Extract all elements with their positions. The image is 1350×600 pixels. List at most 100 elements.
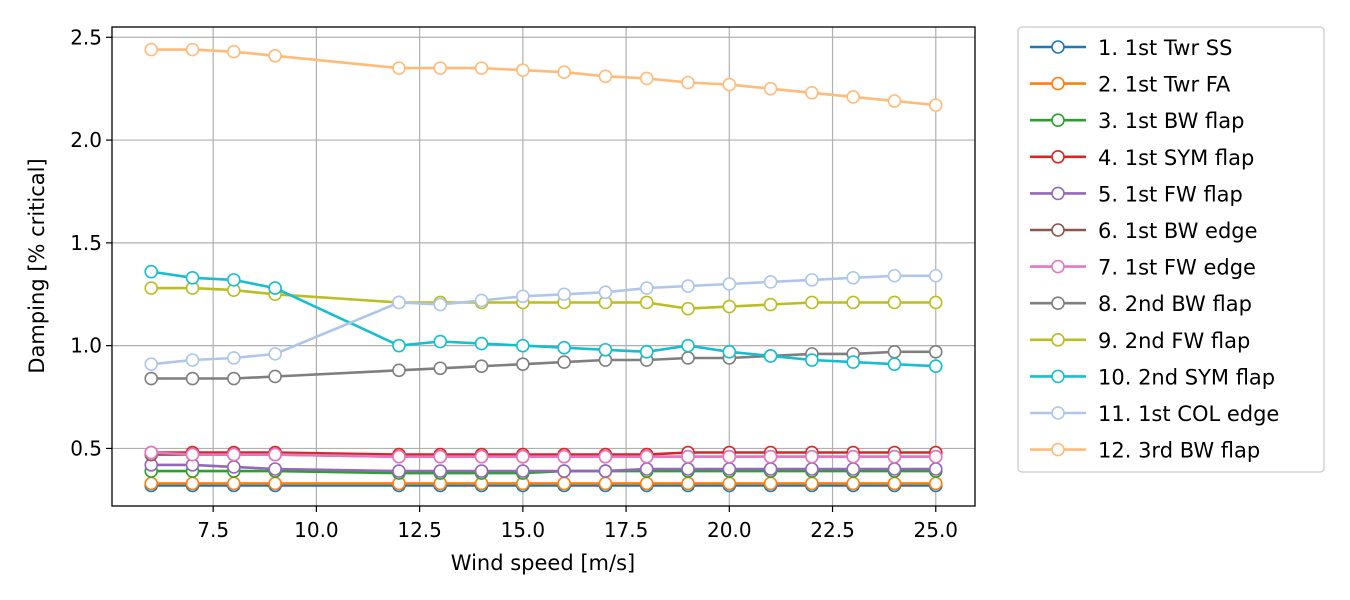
data-point bbox=[928, 345, 943, 359]
data-point bbox=[763, 297, 778, 312]
data-point bbox=[887, 476, 902, 491]
data-point bbox=[392, 449, 406, 464]
series-1 bbox=[144, 478, 943, 493]
legend-frame bbox=[1017, 26, 1325, 473]
data-point bbox=[392, 363, 406, 378]
data-point bbox=[433, 361, 448, 376]
data-point bbox=[516, 338, 530, 353]
data-point bbox=[681, 476, 695, 491]
data-point bbox=[763, 81, 778, 96]
legend-marker bbox=[1051, 259, 1065, 274]
legend-label: 2. 1st Twr FA bbox=[1098, 73, 1231, 97]
legend-item: 8. 2nd BW flap bbox=[1030, 292, 1252, 316]
data-point bbox=[474, 449, 489, 464]
data-point bbox=[433, 297, 448, 312]
data-point bbox=[144, 357, 159, 371]
legend-label: 7. 1st FW edge bbox=[1098, 256, 1256, 280]
data-point bbox=[681, 351, 695, 365]
legend-marker bbox=[1051, 442, 1065, 457]
data-point bbox=[805, 476, 819, 491]
legend-item: 7. 1st FW edge bbox=[1030, 256, 1256, 280]
legend-item: 2. 1st Twr FA bbox=[1030, 73, 1231, 97]
series-12 bbox=[144, 42, 943, 112]
data-point bbox=[474, 336, 489, 351]
legend-marker bbox=[1051, 406, 1065, 420]
data-point bbox=[805, 85, 819, 100]
data-point bbox=[928, 476, 943, 491]
y-axis-ticks: 0.5 1.0 1.5 2.0 2.5 bbox=[70, 25, 112, 460]
data-point bbox=[846, 295, 860, 310]
series-8 bbox=[144, 345, 943, 386]
data-point bbox=[805, 449, 819, 464]
data-point bbox=[639, 449, 654, 464]
data-point bbox=[392, 295, 406, 310]
grid-lines bbox=[112, 27, 975, 506]
data-point bbox=[887, 449, 902, 464]
series-line bbox=[151, 286, 936, 310]
legend-label: 6. 1st BW edge bbox=[1098, 219, 1258, 243]
data-point bbox=[763, 462, 778, 476]
data-point bbox=[598, 285, 613, 299]
data-point bbox=[433, 464, 448, 478]
x-axis-ticks: 7.5 10.0 12.5 15.0 17.5 20.0 22.5 25.0 bbox=[197, 506, 958, 542]
x-tick-label: 15.0 bbox=[501, 518, 546, 542]
legend-item: 3. 1st BW flap bbox=[1030, 109, 1244, 133]
data-point bbox=[227, 460, 241, 474]
legend-item: 9. 2nd FW flap bbox=[1030, 329, 1250, 353]
data-point bbox=[681, 279, 695, 293]
data-point bbox=[557, 449, 571, 464]
x-tick-label: 10.0 bbox=[294, 518, 339, 542]
data-point bbox=[433, 61, 448, 75]
series-10 bbox=[144, 264, 943, 374]
y-tick-label: 1.0 bbox=[70, 334, 102, 358]
data-point bbox=[722, 299, 737, 314]
data-point bbox=[227, 44, 241, 59]
data-point bbox=[639, 462, 654, 476]
data-point bbox=[598, 342, 613, 357]
data-point bbox=[846, 90, 860, 104]
data-point bbox=[887, 94, 902, 108]
data-point bbox=[928, 449, 943, 464]
data-point bbox=[887, 357, 902, 371]
data-point bbox=[433, 334, 448, 349]
data-point bbox=[681, 449, 695, 464]
data-point bbox=[227, 351, 241, 365]
data-point bbox=[722, 462, 737, 476]
x-tick-label: 12.5 bbox=[397, 518, 442, 542]
data-point bbox=[805, 295, 819, 310]
data-point bbox=[268, 281, 282, 295]
x-tick-label: 17.5 bbox=[604, 518, 649, 542]
data-point bbox=[846, 355, 860, 369]
data-point bbox=[557, 340, 571, 355]
data-point bbox=[268, 447, 282, 462]
legend-item: 11. 1st COL edge bbox=[1030, 402, 1279, 426]
data-point bbox=[433, 449, 448, 464]
data-point bbox=[763, 476, 778, 491]
series-line bbox=[151, 350, 936, 380]
data-point bbox=[144, 476, 159, 491]
data-point bbox=[227, 371, 241, 386]
x-tick-label: 25.0 bbox=[914, 518, 959, 542]
series-11 bbox=[144, 268, 943, 371]
data-point bbox=[598, 464, 613, 478]
data-point bbox=[144, 42, 159, 57]
legend-marker bbox=[1051, 186, 1065, 201]
data-point bbox=[722, 277, 737, 291]
legend-label: 1. 1st Twr SS bbox=[1098, 36, 1232, 60]
y-axis-label: Damping [% critical] bbox=[25, 158, 49, 373]
data-point bbox=[846, 271, 860, 285]
legend-item: 10. 2nd SYM flap bbox=[1030, 365, 1275, 389]
x-tick-label: 22.5 bbox=[810, 518, 855, 542]
legend-marker bbox=[1051, 40, 1065, 54]
data-point bbox=[805, 273, 819, 287]
data-point bbox=[516, 63, 530, 77]
data-point bbox=[681, 338, 695, 353]
data-point bbox=[144, 264, 159, 279]
legend-marker bbox=[1051, 296, 1065, 311]
data-point bbox=[887, 295, 902, 310]
series-7 bbox=[144, 445, 943, 464]
data-point bbox=[722, 476, 737, 491]
legend-item: 5. 1st FW flap bbox=[1030, 182, 1243, 206]
data-point bbox=[227, 476, 241, 491]
data-point bbox=[763, 275, 778, 289]
